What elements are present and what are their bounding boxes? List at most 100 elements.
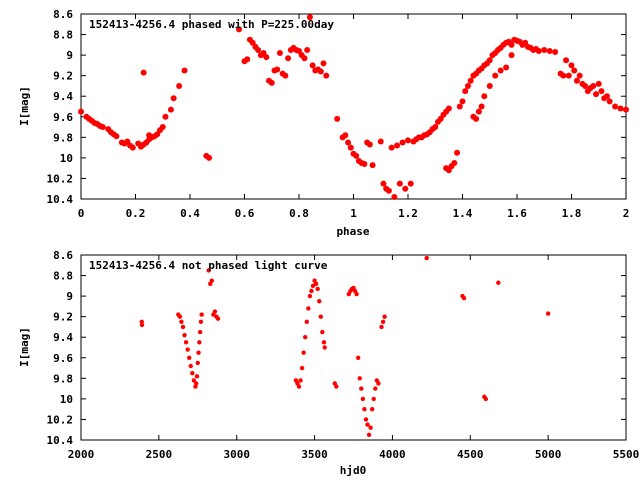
unphased-data-point xyxy=(379,324,384,330)
phased-data-point xyxy=(78,108,84,115)
phased-data-point xyxy=(399,139,406,146)
unphased-data-point xyxy=(183,340,189,345)
phased-data-point xyxy=(405,137,411,144)
phased-data-point xyxy=(456,103,463,110)
phased-data-point xyxy=(445,105,452,112)
phased-data-point xyxy=(99,124,106,131)
phased-x-axis-title: phase xyxy=(336,225,369,238)
phased-data-point xyxy=(603,93,610,100)
unphased-y-tick-label: 9.4 xyxy=(53,331,73,344)
phased-y-tick-label: 10.4 xyxy=(47,193,74,206)
unphased-x-tick-label: 5000 xyxy=(535,448,562,461)
phased-y-tick-label: 9.8 xyxy=(53,131,73,144)
phased-data-point xyxy=(176,82,183,89)
phased-data-point xyxy=(478,103,485,110)
unphased-y-tick-label: 9.6 xyxy=(53,352,73,365)
phased-data-point xyxy=(377,138,384,145)
unphased-data-point xyxy=(209,278,214,283)
phased-data-point xyxy=(402,185,409,192)
unphased-data-point xyxy=(545,311,551,316)
phased-x-tick-label: 0 xyxy=(78,207,85,220)
phased-y-tick-label: 9 xyxy=(66,49,73,62)
phased-data-point xyxy=(353,152,360,159)
unphased-data-point xyxy=(182,332,187,338)
phased-data-point xyxy=(552,49,559,56)
unphased-data-point xyxy=(313,281,319,286)
phased-data-point xyxy=(407,180,414,187)
unphased-y-tick-label: 9 xyxy=(66,290,73,303)
phased-y-tick-label: 8.6 xyxy=(53,8,73,21)
unphased-data-point xyxy=(303,335,308,340)
unphased-data-point xyxy=(194,374,200,379)
unphased-data-point xyxy=(197,340,202,345)
phased-ticks: 0 0.2 0.4 0.6 0.8 1 1.2 1.4 1.6 1.8 2 8.6 8.8 9 9.2 9.4… xyxy=(47,8,630,220)
phased-data-point xyxy=(320,60,327,67)
phased-data-point xyxy=(573,77,580,84)
phased-x-tick-label: 1.8 xyxy=(562,207,582,220)
unphased-y-tick-label: 9.8 xyxy=(53,372,73,385)
unphased-data-point xyxy=(362,406,367,412)
phased-data-point xyxy=(590,82,597,89)
unphased-data-point xyxy=(185,347,190,352)
phased-data-point xyxy=(598,88,605,95)
phased-y-tick-label: 10 xyxy=(60,152,73,165)
phased-data-point xyxy=(255,46,262,53)
phased-data-point xyxy=(159,124,166,131)
phased-data-point xyxy=(268,79,275,86)
unphased-data-point xyxy=(139,322,145,328)
unphased-data-point xyxy=(190,370,195,376)
phased-data-point xyxy=(170,95,177,102)
phased-data-point xyxy=(563,57,570,64)
phased-data-point xyxy=(380,180,387,187)
unphased-data-point xyxy=(206,268,211,273)
unphased-data-point xyxy=(298,378,303,383)
unphased-y-tick-label: 10 xyxy=(60,393,73,406)
phased-data-point xyxy=(113,133,120,140)
unphased-x-tick-label: 3000 xyxy=(223,448,250,461)
unphased-y-axis-title: I[mag] xyxy=(18,327,31,367)
phased-x-tick-label: 1.2 xyxy=(398,207,418,220)
phased-data-point xyxy=(301,55,308,62)
phased-data-point xyxy=(244,56,251,63)
phased-data-point xyxy=(560,72,567,79)
unphased-data-point xyxy=(307,293,313,299)
unphased-light-curve-panel: 2000 2500 3000 3500 4000 4500 5000 5500 8.6 8.8 9 9… xyxy=(18,249,639,477)
unphased-data-point xyxy=(296,384,302,389)
phased-x-tick-label: 1.6 xyxy=(507,207,527,220)
unphased-x-tick-label: 2500 xyxy=(146,448,173,461)
phased-data-point xyxy=(486,82,493,89)
phased-data-point xyxy=(595,80,602,87)
unphased-data-point xyxy=(461,295,467,301)
unphased-plot-frame xyxy=(80,254,627,441)
phased-y-axis-title: I[mag] xyxy=(18,86,31,126)
phased-data-point xyxy=(236,26,243,33)
unphased-data-point xyxy=(179,319,184,325)
phased-y-tick-label: 9.6 xyxy=(53,111,73,124)
phased-data-point xyxy=(612,103,619,110)
phased-data-point xyxy=(317,68,324,75)
phased-data-point xyxy=(454,149,461,156)
unphased-data-point xyxy=(483,396,489,402)
phased-data-point xyxy=(206,154,213,161)
unphased-y-tick-label: 9.2 xyxy=(53,311,73,324)
unphased-data-point xyxy=(373,386,378,391)
phased-data-point xyxy=(181,67,188,74)
unphased-data-point xyxy=(359,386,364,391)
unphased-data-point xyxy=(354,291,359,297)
phased-data-point xyxy=(576,72,583,79)
phased-data-point xyxy=(129,144,136,151)
unphased-data-point xyxy=(368,425,373,430)
phased-y-tick-label: 8.8 xyxy=(53,29,73,42)
phased-data-point xyxy=(388,144,395,151)
unphased-data-point xyxy=(212,309,218,314)
unphased-data-point xyxy=(424,255,429,261)
unphased-ticks: 2000 2500 3000 3500 4000 4500 5000 5500 8.6 8.8 9 9… xyxy=(47,249,640,461)
unphased-plot-title: 152413-4256.4 not phased light curve xyxy=(89,259,328,272)
phased-data-point xyxy=(347,144,354,151)
unphased-data-point xyxy=(321,340,327,345)
unphased-y-tick-label: 8.6 xyxy=(53,249,73,262)
phased-data-point xyxy=(617,105,624,112)
unphased-data-point xyxy=(317,299,322,304)
unphased-data-point xyxy=(309,288,314,294)
